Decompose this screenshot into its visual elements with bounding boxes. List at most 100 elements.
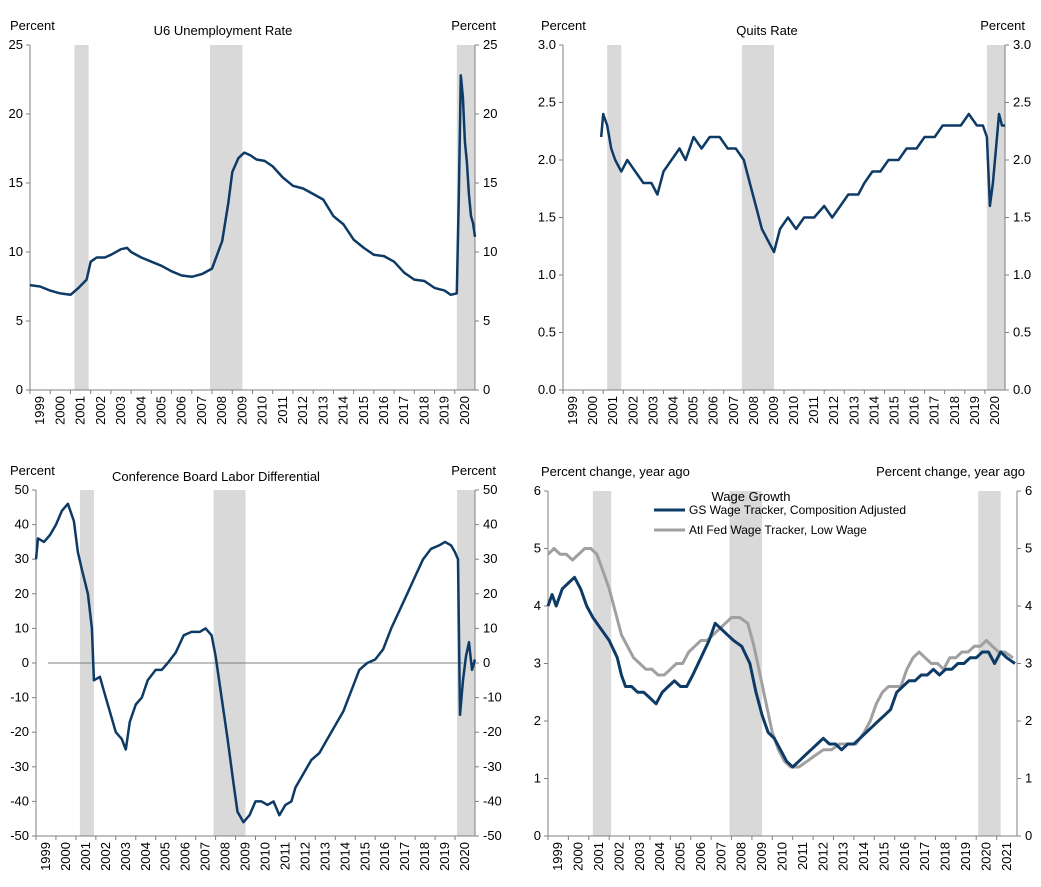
y-tick-label-right: -10 — [483, 690, 502, 705]
series-line — [546, 575, 1016, 769]
x-tick-label: 1999 — [32, 396, 47, 425]
y-tick-label-right: 10 — [483, 244, 497, 259]
x-tick-label: 2000 — [52, 396, 67, 425]
y-tick-label-right: 0 — [1025, 828, 1032, 843]
x-tick-label: 2007 — [726, 396, 741, 425]
x-tick-label: 2021 — [999, 842, 1014, 871]
y-tick-label-right: 2.0 — [1013, 152, 1031, 167]
chart-title: Conference Board Labor Differential — [112, 469, 320, 484]
x-tick-label: 2008 — [214, 396, 229, 425]
x-tick-label: 2009 — [238, 842, 253, 871]
x-tick-label: 2009 — [766, 396, 781, 425]
x-tick-label: 2006 — [706, 396, 721, 425]
x-tick-label: 2019 — [437, 842, 452, 871]
y-tick-label-right: -40 — [483, 793, 502, 808]
y-tick-label-left: 2 — [534, 713, 541, 728]
y-tick-label-right: 3 — [1025, 656, 1032, 671]
x-tick-label: 2010 — [257, 842, 272, 871]
x-tick-label: 2017 — [396, 396, 411, 425]
x-tick-label: 2013 — [846, 396, 861, 425]
x-tick-label: 2003 — [113, 396, 128, 425]
x-tick-label: 2006 — [174, 396, 189, 425]
x-tick-label: 2011 — [275, 396, 290, 424]
y-tick-label-left: 2.5 — [538, 95, 556, 110]
x-tick-label: 2011 — [795, 842, 810, 870]
x-tick-label: 2008 — [218, 842, 233, 871]
x-tick-label: 2003 — [632, 842, 647, 871]
x-tick-label: 2014 — [337, 842, 352, 871]
x-tick-label: 2001 — [591, 842, 606, 871]
y-tick-label-left: 3.0 — [538, 37, 556, 52]
y-tick-label-left: 1 — [534, 771, 541, 786]
y-tick-label-left: -20 — [10, 724, 29, 739]
y-tick-label-right: -50 — [483, 828, 502, 843]
y-tick-label-left: -50 — [10, 828, 29, 843]
x-tick-label: 2001 — [73, 396, 88, 425]
y-tick-label-left: 25 — [9, 37, 23, 52]
x-tick-label: 2018 — [416, 396, 431, 425]
legend-label: GS Wage Tracker, Composition Adjusted — [689, 503, 906, 517]
x-tick-label: 2017 — [397, 842, 412, 871]
y-tick-label-left: 10 — [15, 620, 29, 635]
x-tick-label: 1999 — [550, 842, 565, 871]
y-tick-label-right: 40 — [483, 517, 497, 532]
x-tick-label: 2016 — [377, 842, 392, 871]
legend-label: Atl Fed Wage Tracker, Low Wage — [689, 523, 867, 537]
y-tick-label-left: 3 — [534, 656, 541, 671]
y-tick-label-left: 0 — [534, 828, 541, 843]
x-tick-label: 2002 — [611, 842, 626, 871]
x-tick-label: 2016 — [376, 396, 391, 425]
x-tick-label: 2002 — [93, 396, 108, 425]
x-tick-label: 2009 — [234, 396, 249, 425]
y-tick-label-left: 10 — [9, 244, 23, 259]
y-tick-label-left: 1.5 — [538, 210, 556, 225]
x-tick-label: 2005 — [673, 842, 688, 871]
y-unit-label-right: Percent — [980, 18, 1025, 33]
x-tick-label: 2002 — [98, 842, 113, 871]
y-tick-label-right: 20 — [483, 106, 497, 121]
y-unit-label-right: Percent — [451, 18, 496, 33]
x-tick-label: 2012 — [295, 396, 310, 425]
y-tick-label-left: 1.0 — [538, 267, 556, 282]
x-tick-label: 2007 — [713, 842, 728, 871]
y-tick-label-left: 5 — [534, 541, 541, 556]
x-tick-label: 2012 — [297, 842, 312, 871]
y-unit-label-left: Percent — [10, 18, 55, 33]
y-tick-label-left: 2.0 — [538, 152, 556, 167]
y-tick-label-right: 1.0 — [1013, 267, 1031, 282]
recession-band — [456, 45, 475, 390]
x-tick-label: 2006 — [178, 842, 193, 871]
x-tick-label: 2015 — [876, 842, 891, 871]
x-tick-label: 2008 — [746, 396, 761, 425]
x-tick-label: 2019 — [437, 396, 452, 425]
x-tick-label: 2018 — [938, 842, 953, 871]
x-tick-label: 1999 — [565, 396, 580, 425]
x-tick-label: 2001 — [605, 396, 620, 425]
x-tick-label: 2020 — [978, 842, 993, 871]
y-tick-label-left: 40 — [15, 517, 29, 532]
x-tick-label: 2004 — [666, 396, 681, 425]
x-tick-label: 2014 — [856, 842, 871, 871]
x-tick-label: 2012 — [815, 842, 830, 871]
y-tick-label-left: 20 — [9, 106, 23, 121]
x-tick-label: 2018 — [417, 842, 432, 871]
recession-band — [978, 491, 1001, 836]
x-tick-label: 2001 — [78, 842, 93, 871]
x-tick-label: 2014 — [336, 396, 351, 425]
x-tick-label: 2003 — [118, 842, 133, 871]
series-line — [29, 74, 477, 297]
x-tick-label: 2006 — [693, 842, 708, 871]
series-line — [34, 502, 477, 824]
y-tick-label-left: -40 — [10, 793, 29, 808]
recession-band — [607, 45, 622, 390]
y-unit-label-left: Percent — [10, 463, 55, 478]
y-tick-label-left: 6 — [534, 483, 541, 498]
y-tick-label-left: 20 — [15, 586, 29, 601]
x-tick-label: 2007 — [198, 842, 213, 871]
x-tick-label: 2008 — [734, 842, 749, 871]
x-tick-label: 2013 — [836, 842, 851, 871]
x-tick-label: 2007 — [194, 396, 209, 425]
y-tick-label-right: 0 — [483, 655, 490, 670]
